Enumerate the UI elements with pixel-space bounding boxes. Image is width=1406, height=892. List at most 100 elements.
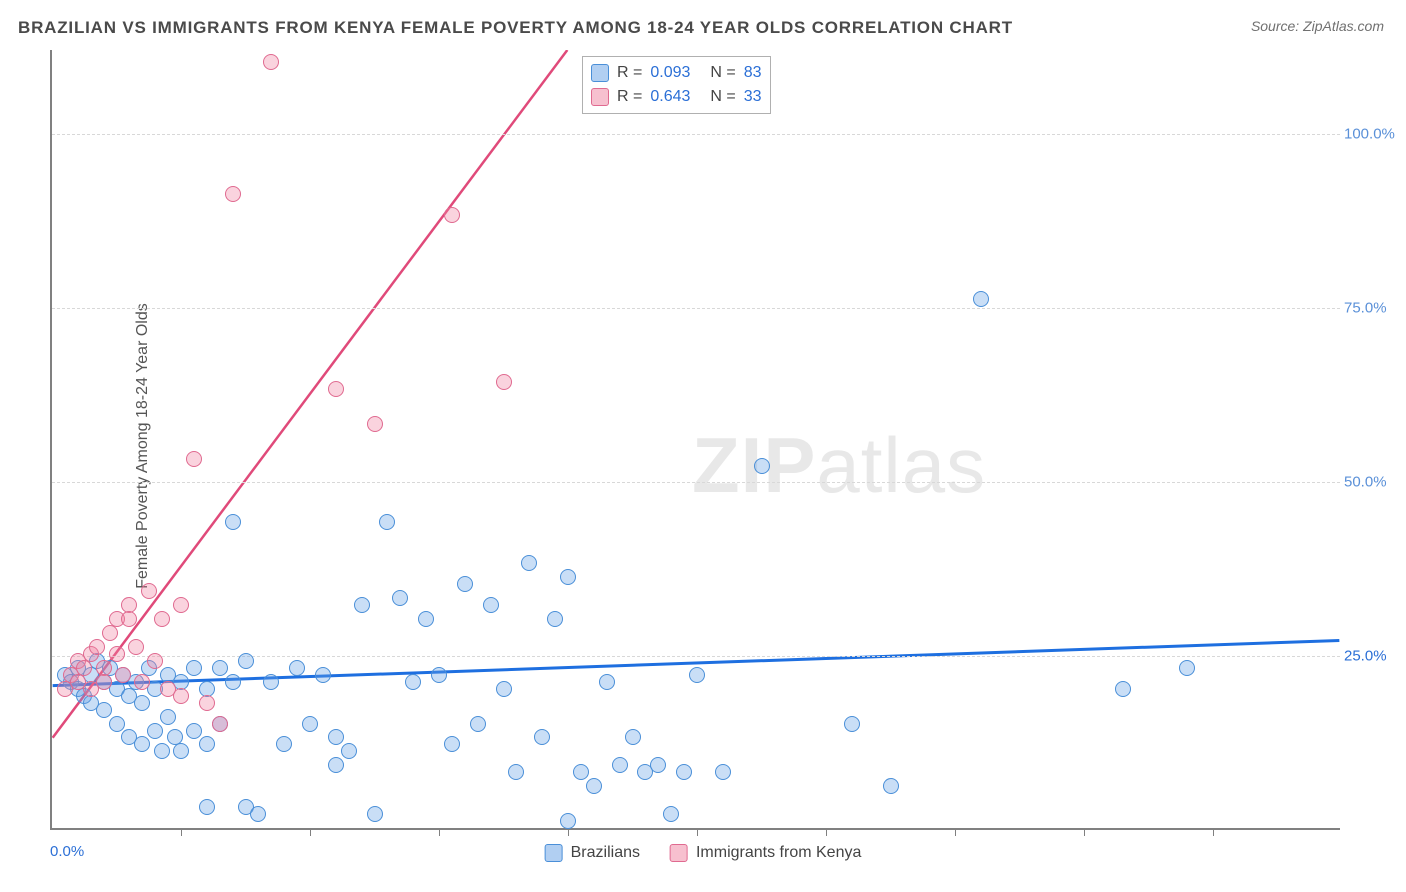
data-point (154, 743, 170, 759)
data-point (186, 723, 202, 739)
correlation-legend: R = 0.093N = 83R = 0.643N = 33 (582, 56, 771, 114)
data-point (134, 695, 150, 711)
x-tick (181, 828, 182, 836)
data-point (89, 639, 105, 655)
data-point (844, 716, 860, 732)
data-point (134, 736, 150, 752)
x-tick (955, 828, 956, 836)
data-point (560, 569, 576, 585)
data-point (547, 611, 563, 627)
data-point (199, 799, 215, 815)
legend-label: Immigrants from Kenya (696, 844, 861, 862)
data-point (263, 54, 279, 70)
data-point (212, 716, 228, 732)
legend-swatch (545, 844, 563, 862)
data-point (115, 667, 131, 683)
data-point (754, 458, 770, 474)
data-point (276, 736, 292, 752)
data-point (612, 757, 628, 773)
data-point (328, 381, 344, 397)
stat-r-label: R = (617, 64, 642, 82)
plot-area: ZIPatlas R = 0.093N = 83R = 0.643N = 33 … (50, 50, 1340, 830)
data-point (263, 674, 279, 690)
data-point (405, 674, 421, 690)
data-point (457, 576, 473, 592)
y-tick-label: 50.0% (1344, 473, 1398, 490)
x-tick (439, 828, 440, 836)
x-tick (826, 828, 827, 836)
data-point (147, 653, 163, 669)
data-point (521, 555, 537, 571)
data-point (496, 374, 512, 390)
data-point (431, 667, 447, 683)
data-point (1179, 660, 1195, 676)
data-point (341, 743, 357, 759)
legend-swatch (591, 88, 609, 106)
data-point (444, 207, 460, 223)
y-tick-label: 25.0% (1344, 647, 1398, 664)
legend-item: Immigrants from Kenya (670, 844, 861, 862)
x-tick (697, 828, 698, 836)
data-point (186, 660, 202, 676)
data-point (1115, 681, 1131, 697)
legend-stat-row: R = 0.643N = 33 (591, 85, 762, 109)
data-point (315, 667, 331, 683)
gridline (52, 482, 1340, 483)
data-point (418, 611, 434, 627)
source-attribution: Source: ZipAtlas.com (1251, 18, 1384, 34)
data-point (444, 736, 460, 752)
data-point (154, 611, 170, 627)
data-point (173, 688, 189, 704)
data-point (76, 660, 92, 676)
data-point (663, 806, 679, 822)
legend-swatch (591, 64, 609, 82)
data-point (212, 660, 228, 676)
y-tick-label: 75.0% (1344, 299, 1398, 316)
data-point (96, 674, 112, 690)
data-point (354, 597, 370, 613)
data-point (186, 451, 202, 467)
legend-swatch (670, 844, 688, 862)
data-point (225, 514, 241, 530)
data-point (328, 757, 344, 773)
data-point (173, 743, 189, 759)
data-point (141, 583, 157, 599)
data-point (534, 729, 550, 745)
stat-n-value: 83 (744, 64, 762, 82)
stat-r-value: 0.643 (650, 88, 690, 106)
stat-n-label: N = (710, 64, 735, 82)
data-point (121, 611, 137, 627)
data-point (367, 806, 383, 822)
data-point (199, 736, 215, 752)
stat-r-value: 0.093 (650, 64, 690, 82)
legend-label: Brazilians (571, 844, 640, 862)
data-point (225, 674, 241, 690)
stat-n-label: N = (710, 88, 735, 106)
data-point (96, 702, 112, 718)
data-point (483, 597, 499, 613)
data-point (134, 674, 150, 690)
data-point (973, 291, 989, 307)
data-point (573, 764, 589, 780)
data-point (160, 709, 176, 725)
data-point (109, 716, 125, 732)
data-point (586, 778, 602, 794)
data-point (676, 764, 692, 780)
x-axis-origin-label: 0.0% (50, 843, 84, 860)
legend-item: Brazilians (545, 844, 640, 862)
data-point (715, 764, 731, 780)
data-point (147, 723, 163, 739)
x-tick (568, 828, 569, 836)
data-point (173, 597, 189, 613)
data-point (508, 764, 524, 780)
x-tick (1084, 828, 1085, 836)
x-tick (310, 828, 311, 836)
data-point (560, 813, 576, 829)
series-legend: Brazilians Immigrants from Kenya (545, 844, 862, 862)
data-point (599, 674, 615, 690)
data-point (470, 716, 486, 732)
data-point (496, 681, 512, 697)
data-point (367, 416, 383, 432)
watermark-rest: atlas (816, 421, 986, 509)
data-point (289, 660, 305, 676)
